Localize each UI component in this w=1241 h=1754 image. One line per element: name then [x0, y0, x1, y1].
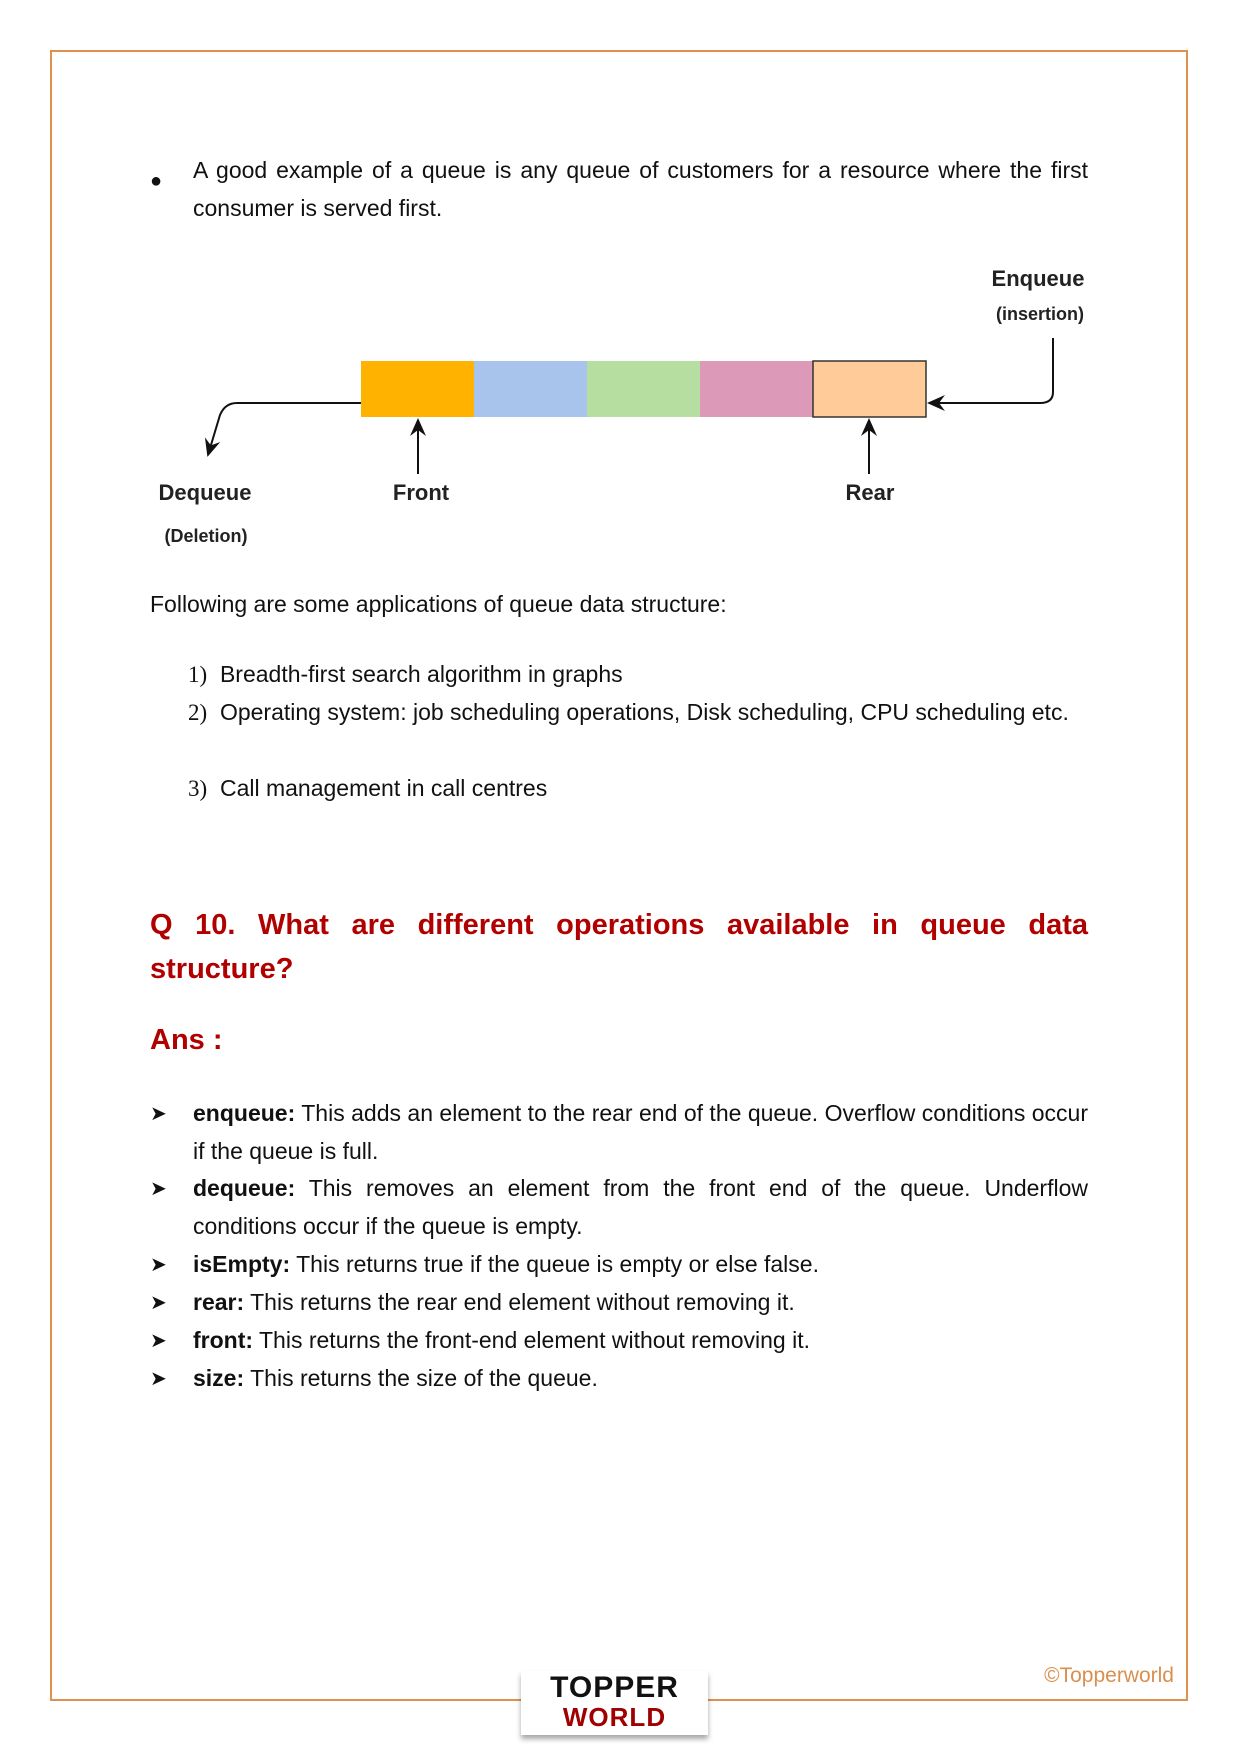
logo-bottom-text: WORLD — [562, 1702, 667, 1732]
operation-description: This returns the size of the queue. — [244, 1365, 598, 1391]
operation-term: dequeue: — [193, 1175, 296, 1201]
item-number: 2) — [188, 700, 208, 725]
application-item: 3) Call management in call centres — [188, 769, 1088, 808]
arrow-bullet-icon: ➤ — [150, 1103, 167, 1125]
operation-item: front: This returns the front-end elemen… — [193, 1321, 1088, 1359]
operation-term: isEmpty: — [193, 1251, 291, 1277]
operation-term: front: — [193, 1327, 254, 1353]
operation-description: This removes an element from the front e… — [193, 1175, 1088, 1239]
item-text: Operating system: job scheduling operati… — [219, 699, 1069, 725]
intro-bullet-text: A good example of a queue is any queue o… — [193, 157, 1088, 221]
operation-description: This returns true if the queue is empty … — [290, 1251, 819, 1277]
enqueue-sub-label: (insertion) — [996, 304, 1084, 324]
question-heading: Q 10. What are different operations avai… — [150, 909, 1088, 985]
applications-intro: Following are some applications of queue… — [150, 591, 727, 617]
topperworld-logo: TOPPER WORLD — [521, 1671, 708, 1735]
enqueue-arrow — [927, 338, 1054, 411]
application-item: 2) Operating system: job scheduling oper… — [188, 693, 1088, 732]
queue-cell — [474, 361, 587, 417]
dequeue-arrow — [204, 402, 361, 457]
queue-diagram — [204, 338, 1054, 474]
application-item: 1) Breadth-first search algorithm in gra… — [188, 655, 1088, 694]
operation-item: enqueue: This adds an element to the rea… — [193, 1094, 1088, 1170]
operation-term: rear: — [193, 1289, 245, 1315]
arrow-bullet-icon: ➤ — [150, 1368, 167, 1390]
operation-description: This returns the front-end element witho… — [253, 1327, 810, 1353]
operation-description: This adds an element to the rear end of … — [193, 1100, 1088, 1164]
arrow-bullet-icon: ➤ — [150, 1330, 167, 1352]
arrow-bullet-icon: ➤ — [150, 1254, 167, 1276]
bullet-dot: ● — [150, 170, 163, 192]
operation-item: rear: This returns the rear end element … — [193, 1283, 1088, 1321]
queue-cell — [361, 361, 474, 417]
front-label: Front — [392, 480, 450, 505]
operation-item: size: This returns the size of the queue… — [193, 1359, 1088, 1397]
logo-top-text: TOPPER — [550, 1671, 679, 1704]
operation-description: This returns the rear end element withou… — [244, 1289, 795, 1315]
dequeue-sub-label: (Deletion) — [164, 526, 248, 546]
dequeue-label: Dequeue — [158, 480, 252, 505]
queue-cell — [587, 361, 700, 417]
rear-label: Rear — [845, 480, 895, 505]
queue-cell — [812, 360, 927, 418]
operation-item: dequeue: This removes an element from th… — [193, 1169, 1088, 1245]
operation-item: isEmpty: This returns true if the queue … — [193, 1245, 1088, 1283]
answer-label: Ans : — [150, 1024, 223, 1056]
item-text: Call management in call centres — [219, 775, 548, 801]
queue-cell — [700, 361, 813, 417]
queue-cells — [361, 360, 927, 418]
enqueue-label: Enqueue — [991, 266, 1085, 291]
operation-term: enqueue: — [193, 1100, 296, 1126]
arrow-bullet-icon: ➤ — [150, 1178, 167, 1200]
operation-term: size: — [193, 1365, 245, 1391]
copyright-text: ©Topperworld — [1044, 1664, 1174, 1687]
arrow-bullet-icon: ➤ — [150, 1292, 167, 1314]
item-text: Breadth-first search algorithm in graphs — [219, 661, 623, 687]
item-number: 3) — [188, 776, 208, 801]
item-number: 1) — [188, 662, 208, 687]
